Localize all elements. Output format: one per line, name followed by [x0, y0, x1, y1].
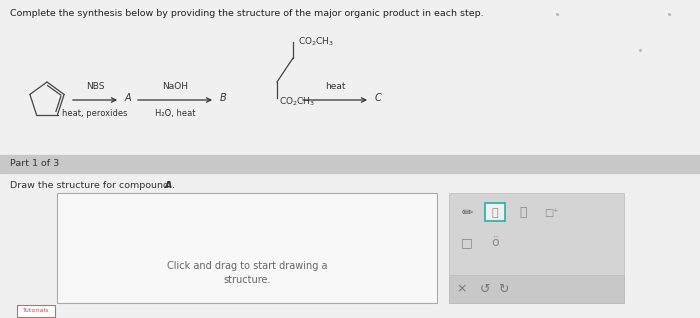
Text: .: . [172, 181, 175, 190]
Text: A: A [165, 181, 172, 190]
Text: C: C [375, 93, 382, 103]
Text: ↻: ↻ [498, 282, 508, 295]
Text: ✏: ✏ [461, 206, 472, 220]
Text: 🧹: 🧹 [491, 208, 498, 218]
Text: Part 1 of 3: Part 1 of 3 [10, 160, 60, 169]
Text: Click and drag to start drawing a
structure.: Click and drag to start drawing a struct… [167, 261, 328, 285]
Bar [0, 155, 700, 173]
Bar [485, 203, 505, 221]
Text: NBS: NBS [85, 82, 104, 91]
Text: NaOH: NaOH [162, 82, 188, 91]
Text: ↺: ↺ [480, 282, 490, 295]
Bar [0, 173, 700, 318]
Bar [0, 0, 700, 155]
Text: ö: ö [491, 237, 499, 250]
Bar [449, 193, 624, 303]
Text: A: A [125, 93, 132, 103]
Text: CO$_2$CH$_3$: CO$_2$CH$_3$ [298, 36, 335, 49]
Text: CO$_2$CH$_3$: CO$_2$CH$_3$ [279, 95, 315, 107]
Text: Complete the synthesis below by providing the structure of the major organic pro: Complete the synthesis below by providin… [10, 9, 484, 18]
Bar [449, 275, 624, 303]
Text: ✋: ✋ [519, 206, 526, 219]
Text: □⁺: □⁺ [544, 208, 559, 218]
Text: ×: × [456, 282, 468, 295]
Text: □: □ [461, 237, 473, 250]
Bar [57, 193, 437, 303]
Text: Tutorials: Tutorials [22, 308, 49, 314]
Text: H₂O, heat: H₂O, heat [155, 109, 195, 118]
Text: heat: heat [325, 82, 345, 91]
Text: heat, peroxides: heat, peroxides [62, 109, 127, 118]
Text: B: B [220, 93, 227, 103]
Bar [17, 305, 55, 317]
Text: Draw the structure for compound: Draw the structure for compound [10, 181, 172, 190]
